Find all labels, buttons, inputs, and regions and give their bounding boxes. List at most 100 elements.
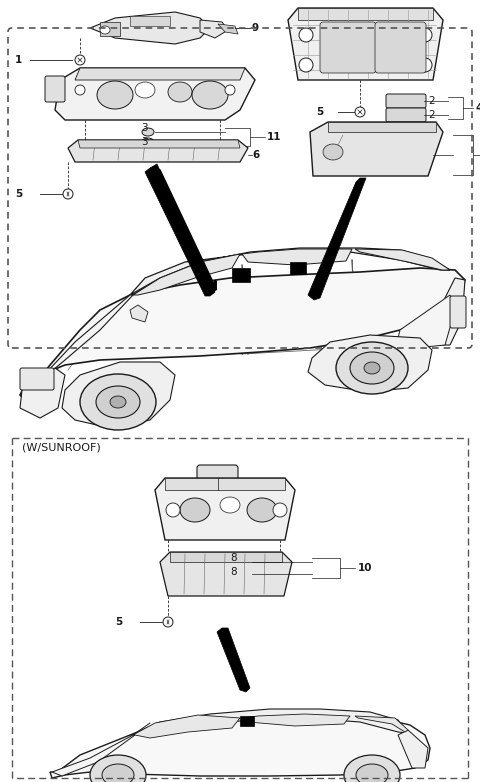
- Polygon shape: [90, 12, 210, 44]
- Ellipse shape: [180, 498, 210, 522]
- Polygon shape: [355, 249, 450, 270]
- Polygon shape: [62, 362, 175, 428]
- Ellipse shape: [90, 755, 146, 782]
- Text: 5: 5: [15, 189, 22, 199]
- Polygon shape: [30, 295, 133, 390]
- Text: 5: 5: [115, 617, 122, 627]
- Polygon shape: [78, 140, 240, 148]
- Ellipse shape: [225, 85, 235, 95]
- Polygon shape: [170, 552, 282, 562]
- Polygon shape: [100, 22, 120, 36]
- Polygon shape: [308, 178, 366, 300]
- Polygon shape: [68, 140, 248, 162]
- Ellipse shape: [75, 85, 85, 95]
- FancyBboxPatch shape: [386, 94, 426, 108]
- Polygon shape: [133, 715, 240, 738]
- Text: 2: 2: [428, 110, 434, 120]
- Ellipse shape: [142, 138, 154, 146]
- Ellipse shape: [100, 26, 110, 34]
- Ellipse shape: [299, 28, 313, 42]
- Polygon shape: [52, 735, 135, 776]
- Ellipse shape: [135, 82, 155, 98]
- Ellipse shape: [323, 144, 343, 160]
- Polygon shape: [242, 714, 350, 726]
- Polygon shape: [218, 24, 238, 34]
- Polygon shape: [20, 368, 65, 418]
- Polygon shape: [395, 295, 455, 350]
- Polygon shape: [310, 122, 443, 176]
- Polygon shape: [200, 20, 228, 38]
- Ellipse shape: [299, 58, 313, 72]
- Polygon shape: [440, 278, 465, 345]
- Ellipse shape: [97, 81, 133, 109]
- Text: 3: 3: [141, 123, 148, 133]
- FancyBboxPatch shape: [220, 568, 254, 580]
- Polygon shape: [130, 248, 450, 295]
- Polygon shape: [20, 268, 465, 400]
- Ellipse shape: [350, 352, 394, 384]
- Polygon shape: [130, 305, 148, 322]
- Bar: [290, 262, 306, 274]
- Text: 11: 11: [267, 132, 281, 142]
- Text: 3: 3: [141, 137, 148, 147]
- FancyBboxPatch shape: [386, 108, 426, 122]
- Ellipse shape: [110, 396, 126, 408]
- Polygon shape: [242, 249, 352, 265]
- Text: 8: 8: [230, 553, 237, 563]
- Ellipse shape: [166, 503, 180, 517]
- Polygon shape: [75, 68, 245, 80]
- Polygon shape: [328, 122, 436, 132]
- Ellipse shape: [102, 764, 134, 782]
- Polygon shape: [288, 8, 443, 80]
- Ellipse shape: [163, 617, 173, 627]
- Polygon shape: [130, 709, 408, 735]
- FancyBboxPatch shape: [45, 76, 65, 102]
- Ellipse shape: [63, 189, 73, 199]
- Ellipse shape: [192, 81, 228, 109]
- Ellipse shape: [344, 755, 400, 782]
- Polygon shape: [355, 716, 408, 732]
- Bar: [232, 268, 250, 282]
- Polygon shape: [145, 164, 215, 296]
- Polygon shape: [55, 68, 255, 120]
- FancyBboxPatch shape: [320, 22, 376, 73]
- Polygon shape: [50, 716, 430, 778]
- Polygon shape: [308, 335, 432, 392]
- Polygon shape: [155, 478, 295, 540]
- Ellipse shape: [247, 498, 277, 522]
- Text: 5: 5: [316, 107, 323, 117]
- Polygon shape: [165, 478, 285, 490]
- FancyBboxPatch shape: [20, 368, 54, 390]
- Text: 6: 6: [252, 150, 259, 160]
- Ellipse shape: [418, 28, 432, 42]
- Polygon shape: [133, 254, 240, 295]
- Text: (W/SUNROOF): (W/SUNROOF): [22, 443, 101, 453]
- FancyBboxPatch shape: [197, 465, 238, 493]
- Ellipse shape: [75, 55, 85, 65]
- Text: 9: 9: [252, 23, 259, 33]
- Ellipse shape: [336, 342, 408, 394]
- Ellipse shape: [418, 58, 432, 72]
- FancyBboxPatch shape: [220, 556, 254, 568]
- Polygon shape: [398, 730, 428, 768]
- FancyBboxPatch shape: [450, 296, 466, 328]
- Ellipse shape: [96, 386, 140, 418]
- Text: 2: 2: [428, 96, 434, 106]
- Ellipse shape: [273, 503, 287, 517]
- Ellipse shape: [355, 107, 365, 117]
- Ellipse shape: [142, 128, 154, 136]
- Polygon shape: [160, 552, 292, 596]
- Ellipse shape: [168, 82, 192, 102]
- Text: 8: 8: [230, 567, 237, 577]
- Polygon shape: [130, 16, 170, 26]
- Bar: [240, 716, 254, 726]
- FancyBboxPatch shape: [375, 22, 426, 73]
- Ellipse shape: [356, 764, 388, 782]
- Text: 4: 4: [475, 103, 480, 113]
- Polygon shape: [217, 628, 250, 692]
- Ellipse shape: [364, 362, 380, 374]
- Polygon shape: [298, 8, 433, 20]
- Ellipse shape: [80, 374, 156, 430]
- Text: 1: 1: [15, 55, 22, 65]
- Text: 10: 10: [358, 563, 372, 573]
